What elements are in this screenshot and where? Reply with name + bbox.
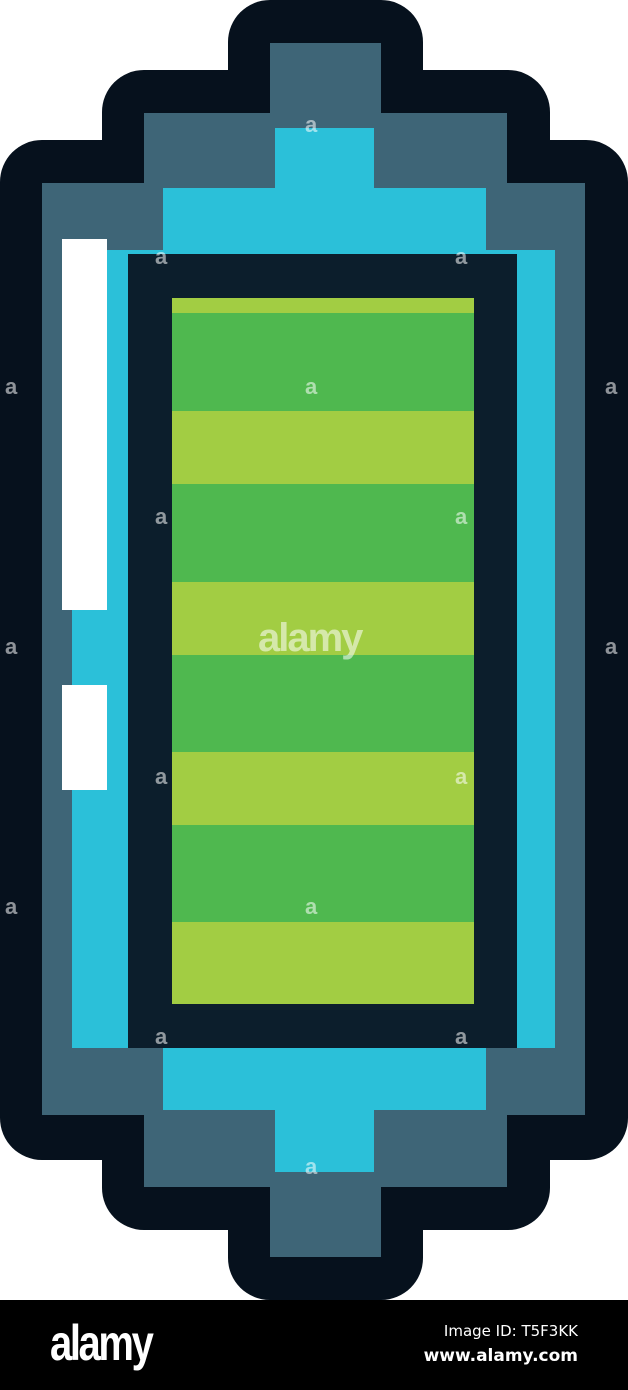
- charge-stripe: [172, 752, 474, 825]
- watermark-tile: a: [455, 244, 468, 269]
- charge-level: [172, 298, 474, 1004]
- footer-bar: alamy Image ID: T5F3KK www.alamy.com: [0, 1300, 628, 1390]
- watermark-tile: a: [5, 374, 18, 399]
- watermark-tile: a: [5, 894, 18, 919]
- charge-stripe: [172, 655, 474, 752]
- watermark-tile: a: [155, 504, 168, 529]
- highlight-bar-short: [62, 685, 107, 790]
- watermark-tile: a: [305, 1154, 318, 1179]
- watermark-tile: a: [605, 634, 618, 659]
- watermark-tile: a: [455, 1024, 468, 1049]
- watermark-tile: a: [605, 374, 618, 399]
- watermark-tile: a: [455, 504, 468, 529]
- watermark-tile: a: [155, 1024, 168, 1049]
- watermark-center: alamy: [258, 616, 363, 660]
- watermark-tile: a: [305, 112, 318, 137]
- charge-stripe: [172, 298, 474, 313]
- charge-stripe: [172, 922, 474, 1004]
- watermark-tile: a: [155, 244, 168, 269]
- charge-stripe: [172, 313, 474, 411]
- charge-stripe: [172, 484, 474, 582]
- charge-stripe: [172, 411, 474, 484]
- highlight-bar-long: [62, 239, 107, 610]
- image-id: Image ID: T5F3KK: [443, 1322, 578, 1340]
- alamy-logo: alamy: [50, 1315, 154, 1371]
- watermark-tile: a: [305, 374, 318, 399]
- watermark-tile: a: [305, 894, 318, 919]
- charge-stripe: [172, 825, 474, 922]
- watermark-tile: a: [155, 764, 168, 789]
- watermark-tile: a: [455, 764, 468, 789]
- site-url: www.alamy.com: [423, 1346, 578, 1366]
- watermark-tile: a: [5, 634, 18, 659]
- charge-stripe: [172, 582, 474, 655]
- battery-icon: [0, 0, 628, 1300]
